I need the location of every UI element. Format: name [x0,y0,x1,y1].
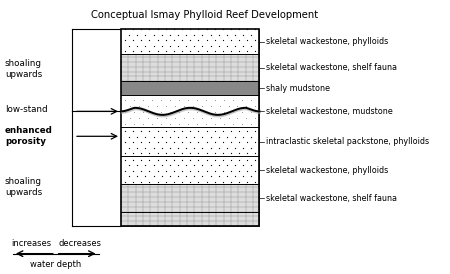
Bar [121,156,260,184]
Text: intraclastic skeletal packstone, phylloids: intraclastic skeletal packstone, phylloi… [266,137,429,146]
Bar [121,127,260,156]
Text: skeletal wackestone, shelf fauna: skeletal wackestone, shelf fauna [266,63,396,72]
Text: skeletal wackestone, shelf fauna: skeletal wackestone, shelf fauna [266,194,396,202]
Bar [121,156,260,184]
Bar [121,212,260,226]
Text: shoaling
upwards: shoaling upwards [5,177,42,197]
Bar [121,29,260,54]
Bar [121,81,260,95]
Bar [121,95,260,127]
Bar [121,95,260,127]
Text: shoaling
upwards: shoaling upwards [5,59,42,79]
Bar [121,29,260,54]
Text: enhanced
porosity: enhanced porosity [5,126,53,146]
Text: water depth: water depth [30,260,81,269]
Bar [121,184,260,212]
Text: low-stand: low-stand [5,105,47,114]
Text: Conceptual Ismay Phylloid Reef Development: Conceptual Ismay Phylloid Reef Developme… [91,10,318,20]
Bar [121,81,260,95]
Text: shaly mudstone: shaly mudstone [266,84,329,93]
Bar [121,29,260,226]
Text: skeletal wackestone, phylloids: skeletal wackestone, phylloids [266,37,388,46]
Text: skeletal wackestone, mudstone: skeletal wackestone, mudstone [266,107,392,116]
Text: decreases: decreases [59,239,102,248]
Bar [121,127,260,156]
Bar [121,184,260,212]
Bar [121,54,260,81]
Bar [121,212,260,226]
Text: increases: increases [11,239,51,248]
Bar [121,54,260,81]
Text: skeletal wackestone, phylloids: skeletal wackestone, phylloids [266,166,388,175]
